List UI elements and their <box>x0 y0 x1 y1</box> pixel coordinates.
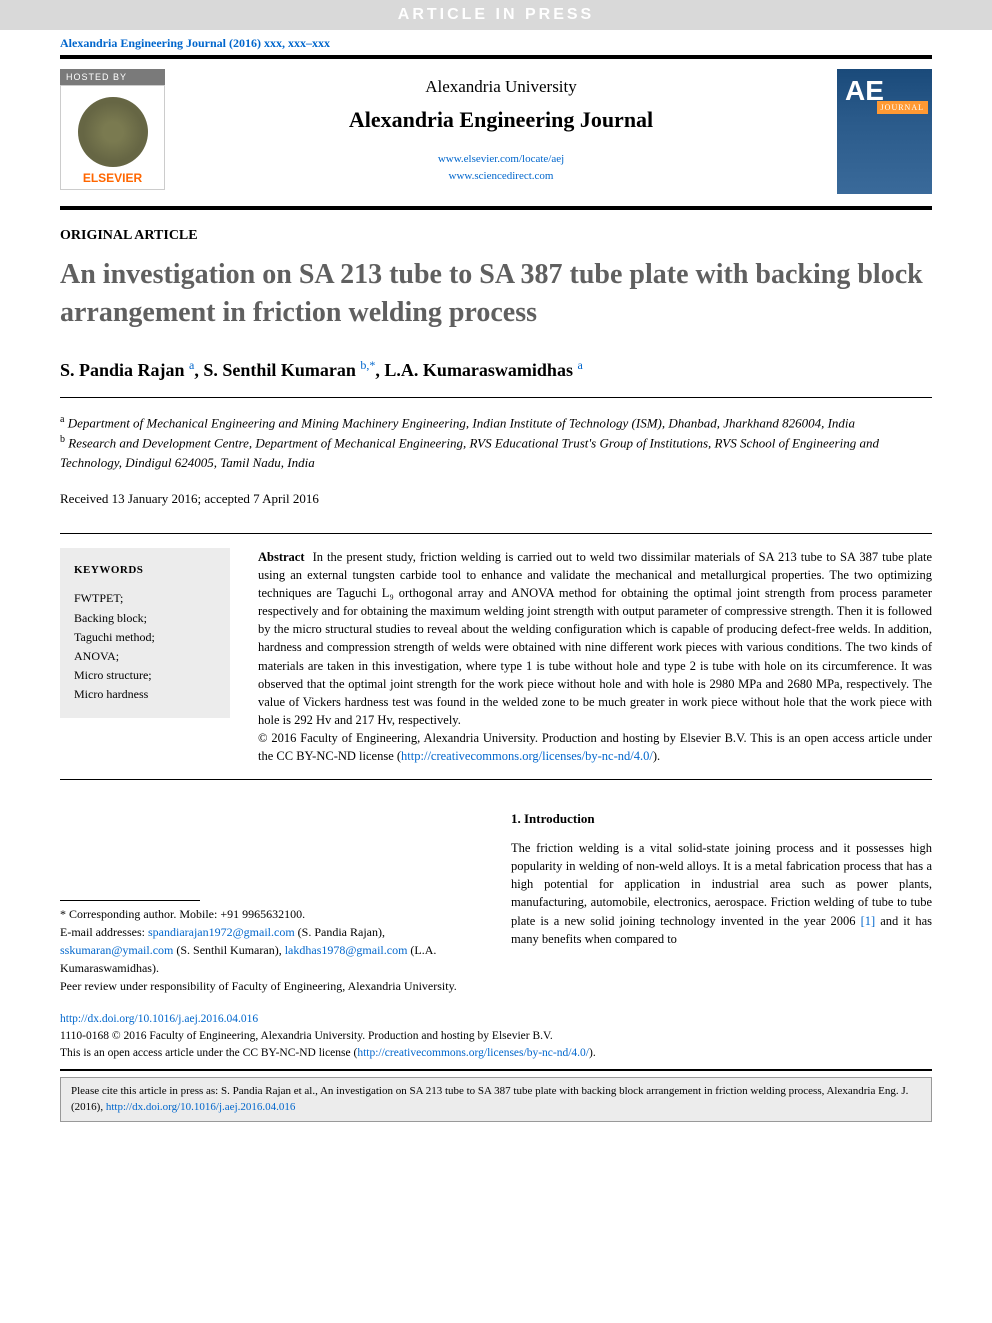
doi-link[interactable]: http://dx.doi.org/10.1016/j.aej.2016.04.… <box>60 1013 258 1025</box>
journal-cover: AE JOURNAL <box>837 69 932 194</box>
affiliations: a Department of Mechanical Engineering a… <box>0 398 992 483</box>
cite-box: Please cite this article in press as: S.… <box>60 1077 932 1122</box>
elsevier-logo: ELSEVIER <box>60 85 165 190</box>
abstract-text: Abstract In the present study, friction … <box>258 548 932 766</box>
affil-b-sup: b <box>60 434 65 445</box>
author-1: S. Pandia Rajan <box>60 360 185 380</box>
left-column: * Corresponding author. Mobile: +91 9965… <box>60 810 481 995</box>
keyword-item: Taguchi method; <box>74 628 216 647</box>
email-3[interactable]: lakdhas1978@gmail.com <box>285 943 408 957</box>
elsevier-tree-icon <box>78 97 148 167</box>
hosted-by-label: HOSTED BY <box>60 69 165 85</box>
abstract-body: In the present study, friction welding i… <box>258 550 932 727</box>
abstract-label: Abstract <box>258 550 305 564</box>
email-line: E-mail addresses: spandiarajan1972@gmail… <box>60 923 481 977</box>
keyword-item: Micro hardness <box>74 685 216 704</box>
journal-name: Alexandria Engineering Journal <box>183 107 819 133</box>
doi-rule <box>60 1069 932 1071</box>
email-2-who: (S. Senthil Kumaran), <box>173 943 284 957</box>
author-1-affil: a <box>189 358 194 372</box>
journal-links: www.elsevier.com/locate/aej www.scienced… <box>183 151 819 184</box>
keywords-head: KEYWORDS <box>74 562 216 580</box>
peer-review-note: Peer review under responsibility of Facu… <box>60 977 481 995</box>
issn-line: 1110-0168 © 2016 Faculty of Engineering,… <box>60 1030 553 1042</box>
keyword-item: Backing block; <box>74 609 216 628</box>
cite-doi-link[interactable]: http://dx.doi.org/10.1016/j.aej.2016.04.… <box>106 1101 296 1113</box>
right-column: 1. Introduction The friction welding is … <box>511 810 932 995</box>
email-2[interactable]: sskumaran@ymail.com <box>60 943 173 957</box>
keywords-box: KEYWORDS FWTPET; Backing block; Taguchi … <box>60 548 230 719</box>
email-label: E-mail addresses: <box>60 925 148 939</box>
keyword-item: ANOVA; <box>74 647 216 666</box>
article-dates: Received 13 January 2016; accepted 7 Apr… <box>0 483 992 533</box>
oa-cc-link[interactable]: http://creativecommons.org/licenses/by-n… <box>357 1047 589 1059</box>
email-1-who: (S. Pandia Rajan), <box>295 925 385 939</box>
keyword-item: Micro structure; <box>74 666 216 685</box>
author-3-affil: a <box>577 358 582 372</box>
author-3: L.A. Kumaraswamidhas <box>384 360 573 380</box>
footnote-rule <box>60 900 200 901</box>
journal-header: HOSTED BY ELSEVIER Alexandria University… <box>0 59 992 194</box>
university-name: Alexandria University <box>183 77 819 97</box>
article-title: An investigation on SA 213 tube to SA 38… <box>0 252 992 350</box>
abstract-block: KEYWORDS FWTPET; Backing block; Taguchi … <box>60 533 932 781</box>
authors-line: S. Pandia Rajan a, S. Senthil Kumaran b,… <box>0 350 992 397</box>
article-type: ORIGINAL ARTICLE <box>0 210 992 252</box>
ref-1[interactable]: [1] <box>861 914 876 928</box>
elsevier-text: ELSEVIER <box>83 171 142 185</box>
section-head-intro: 1. Introduction <box>511 810 932 829</box>
affil-a-sup: a <box>60 414 64 425</box>
corresponding-author: * Corresponding author. Mobile: +91 9965… <box>60 905 481 923</box>
corresponding-star: * <box>369 358 375 372</box>
hosted-by-block: HOSTED BY ELSEVIER <box>60 69 165 194</box>
oa-line-pre: This is an open access article under the… <box>60 1047 357 1059</box>
journal-link-elsevier[interactable]: www.elsevier.com/locate/aej <box>438 153 564 165</box>
affil-b: Research and Development Centre, Departm… <box>60 436 879 471</box>
journal-title-block: Alexandria University Alexandria Enginee… <box>183 69 819 194</box>
footnotes: * Corresponding author. Mobile: +91 9965… <box>60 900 481 995</box>
citation-header: Alexandria Engineering Journal (2016) xx… <box>0 30 992 55</box>
doi-block: http://dx.doi.org/10.1016/j.aej.2016.04.… <box>0 1005 992 1065</box>
journal-link-sciencedirect[interactable]: www.sciencedirect.com <box>449 170 554 182</box>
two-column-body: * Corresponding author. Mobile: +91 9965… <box>0 780 992 1005</box>
oa-line-post: ). <box>589 1047 596 1059</box>
cc-license-link[interactable]: http://creativecommons.org/licenses/by-n… <box>401 749 653 763</box>
abstract-copyright-end: ). <box>653 749 660 763</box>
author-2: S. Senthil Kumaran <box>203 360 356 380</box>
article-in-press-banner: ARTICLE IN PRESS <box>0 0 992 30</box>
keyword-item: FWTPET; <box>74 589 216 608</box>
intro-paragraph: The friction welding is a vital solid-st… <box>511 839 932 948</box>
email-1[interactable]: spandiarajan1972@gmail.com <box>148 925 295 939</box>
affil-a: Department of Mechanical Engineering and… <box>68 415 855 430</box>
cover-journal-label: JOURNAL <box>877 101 928 114</box>
